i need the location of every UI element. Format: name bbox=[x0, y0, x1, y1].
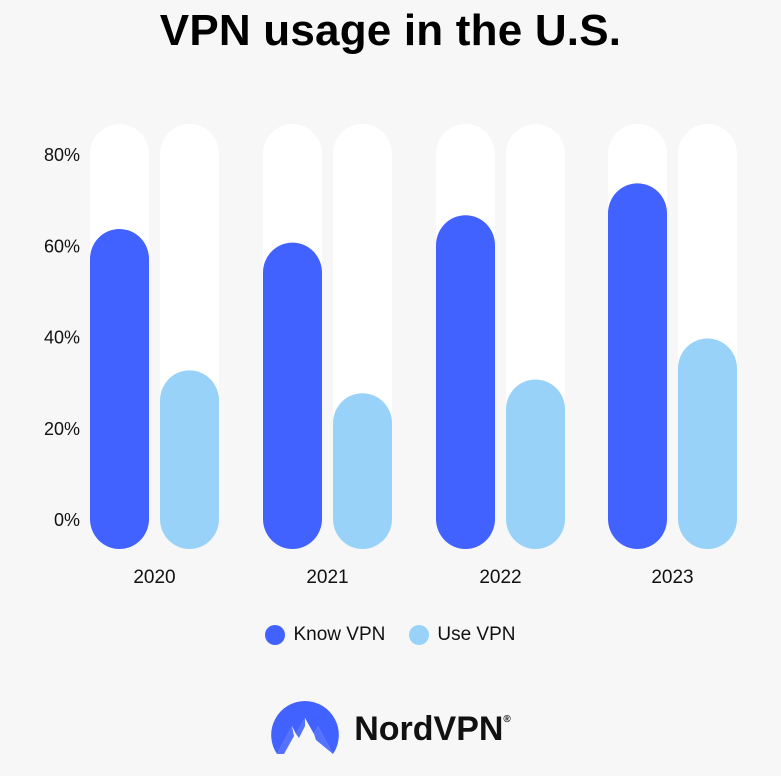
legend-item-know-vpn: Know VPN bbox=[265, 624, 385, 646]
y-tick-label: 60% bbox=[44, 236, 80, 256]
bar-know-vpn bbox=[263, 242, 322, 549]
legend-label-use-vpn: Use VPN bbox=[437, 624, 516, 645]
bar-use-vpn bbox=[506, 379, 565, 549]
legend-swatch-use-vpn bbox=[409, 625, 430, 645]
y-tick-label: 80% bbox=[44, 145, 80, 165]
bar-know-vpn bbox=[90, 228, 149, 549]
brand-registered-mark: ® bbox=[503, 713, 511, 725]
x-tick-label: 2023 bbox=[651, 567, 693, 588]
bar-use-vpn bbox=[678, 338, 737, 549]
bar-use-vpn bbox=[333, 393, 392, 549]
nordvpn-mountain-icon bbox=[271, 701, 339, 754]
legend-item-use-vpn: Use VPN bbox=[409, 624, 516, 646]
brand-logo: NordVPN® bbox=[0, 700, 781, 758]
brand-name: NordVPN® bbox=[354, 710, 511, 749]
brand-name-text: NordVPN bbox=[354, 709, 504, 748]
y-tick-label: 0% bbox=[54, 510, 80, 530]
legend-label-know-vpn: Know VPN bbox=[293, 624, 386, 645]
chart-title: VPN usage in the U.S. bbox=[159, 6, 622, 55]
bar-know-vpn bbox=[436, 215, 495, 549]
x-tick-label: 2021 bbox=[306, 567, 348, 588]
x-tick-label: 2020 bbox=[133, 567, 175, 588]
legend-swatch-know-vpn bbox=[265, 625, 286, 645]
bar-chart: 0% 20% 40% 60% 80% 2020 2021 2022 2023 bbox=[43, 145, 737, 588]
y-tick-label: 40% bbox=[44, 328, 80, 348]
x-tick-label: 2022 bbox=[479, 567, 521, 588]
legend: Know VPN Use VPN bbox=[0, 624, 781, 646]
bar-know-vpn bbox=[608, 183, 667, 549]
y-tick-label: 20% bbox=[44, 419, 80, 439]
bar-use-vpn bbox=[160, 370, 219, 549]
